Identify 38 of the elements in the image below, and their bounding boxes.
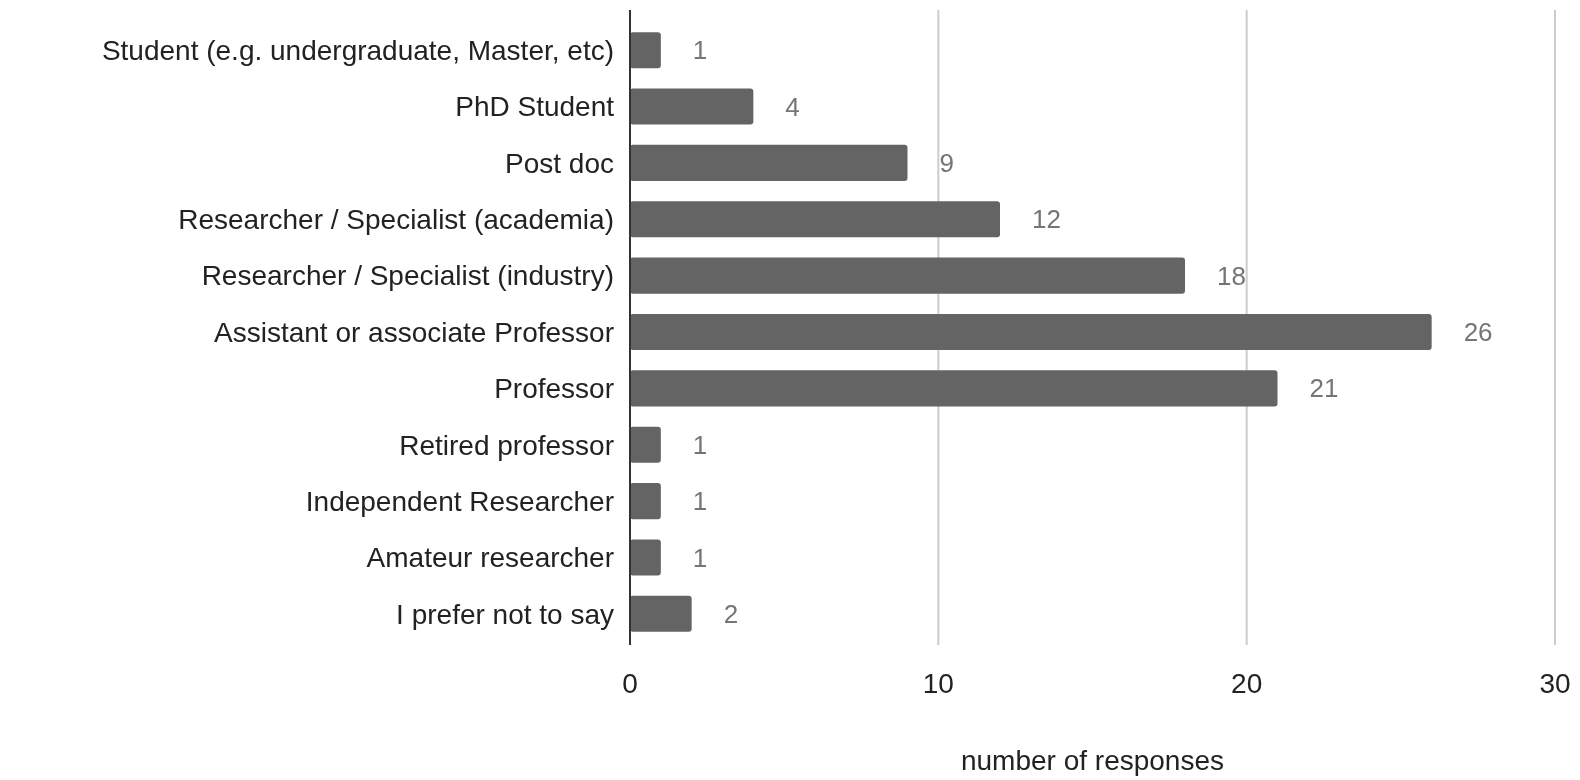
y-tick-label: Post doc [505, 147, 614, 179]
y-tick-label: Amateur researcher [366, 542, 614, 574]
y-tick-label: Independent Researcher [305, 485, 614, 517]
x-axis-title: number of responses [960, 744, 1225, 776]
data-label: 12 [1032, 204, 1061, 235]
x-tick-label: 20 [1231, 667, 1263, 699]
data-label: 1 [692, 542, 708, 573]
data-label: 9 [939, 148, 954, 179]
data-label: 1 [692, 35, 708, 66]
bar [630, 539, 661, 576]
data-label: 18 [1217, 260, 1246, 291]
bar [630, 595, 692, 632]
data-label: 4 [785, 91, 800, 122]
bar [630, 257, 1185, 294]
x-tick-label: 10 [922, 667, 954, 699]
y-tick-label: I prefer not to say [396, 598, 614, 630]
bar [630, 370, 1278, 407]
bar [630, 426, 661, 463]
y-tick-label: PhD Student [455, 91, 615, 123]
bar [630, 313, 1432, 351]
bar [630, 483, 661, 520]
bar [630, 32, 661, 69]
data-label: 1 [692, 486, 708, 517]
y-tick-label: Researcher / Specialist (industry) [201, 260, 614, 292]
data-label: 21 [1309, 373, 1339, 404]
data-label: 1 [692, 429, 708, 460]
x-tick-label: 0 [622, 667, 638, 699]
y-tick-label: Retired professor [399, 429, 614, 461]
y-tick-label: Researcher / Specialist (academia) [178, 204, 614, 236]
bar [630, 144, 908, 181]
y-tick-label: Professor [494, 373, 614, 405]
x-tick-label: 30 [1539, 667, 1571, 699]
data-label: 2 [723, 598, 739, 629]
y-tick-label: Assistant or associate Professor [214, 316, 614, 348]
bar [630, 88, 754, 125]
data-label: 26 [1463, 317, 1493, 348]
bar [630, 201, 1000, 238]
y-tick-label: Student (e.g. undergraduate, Master, etc) [101, 34, 614, 66]
